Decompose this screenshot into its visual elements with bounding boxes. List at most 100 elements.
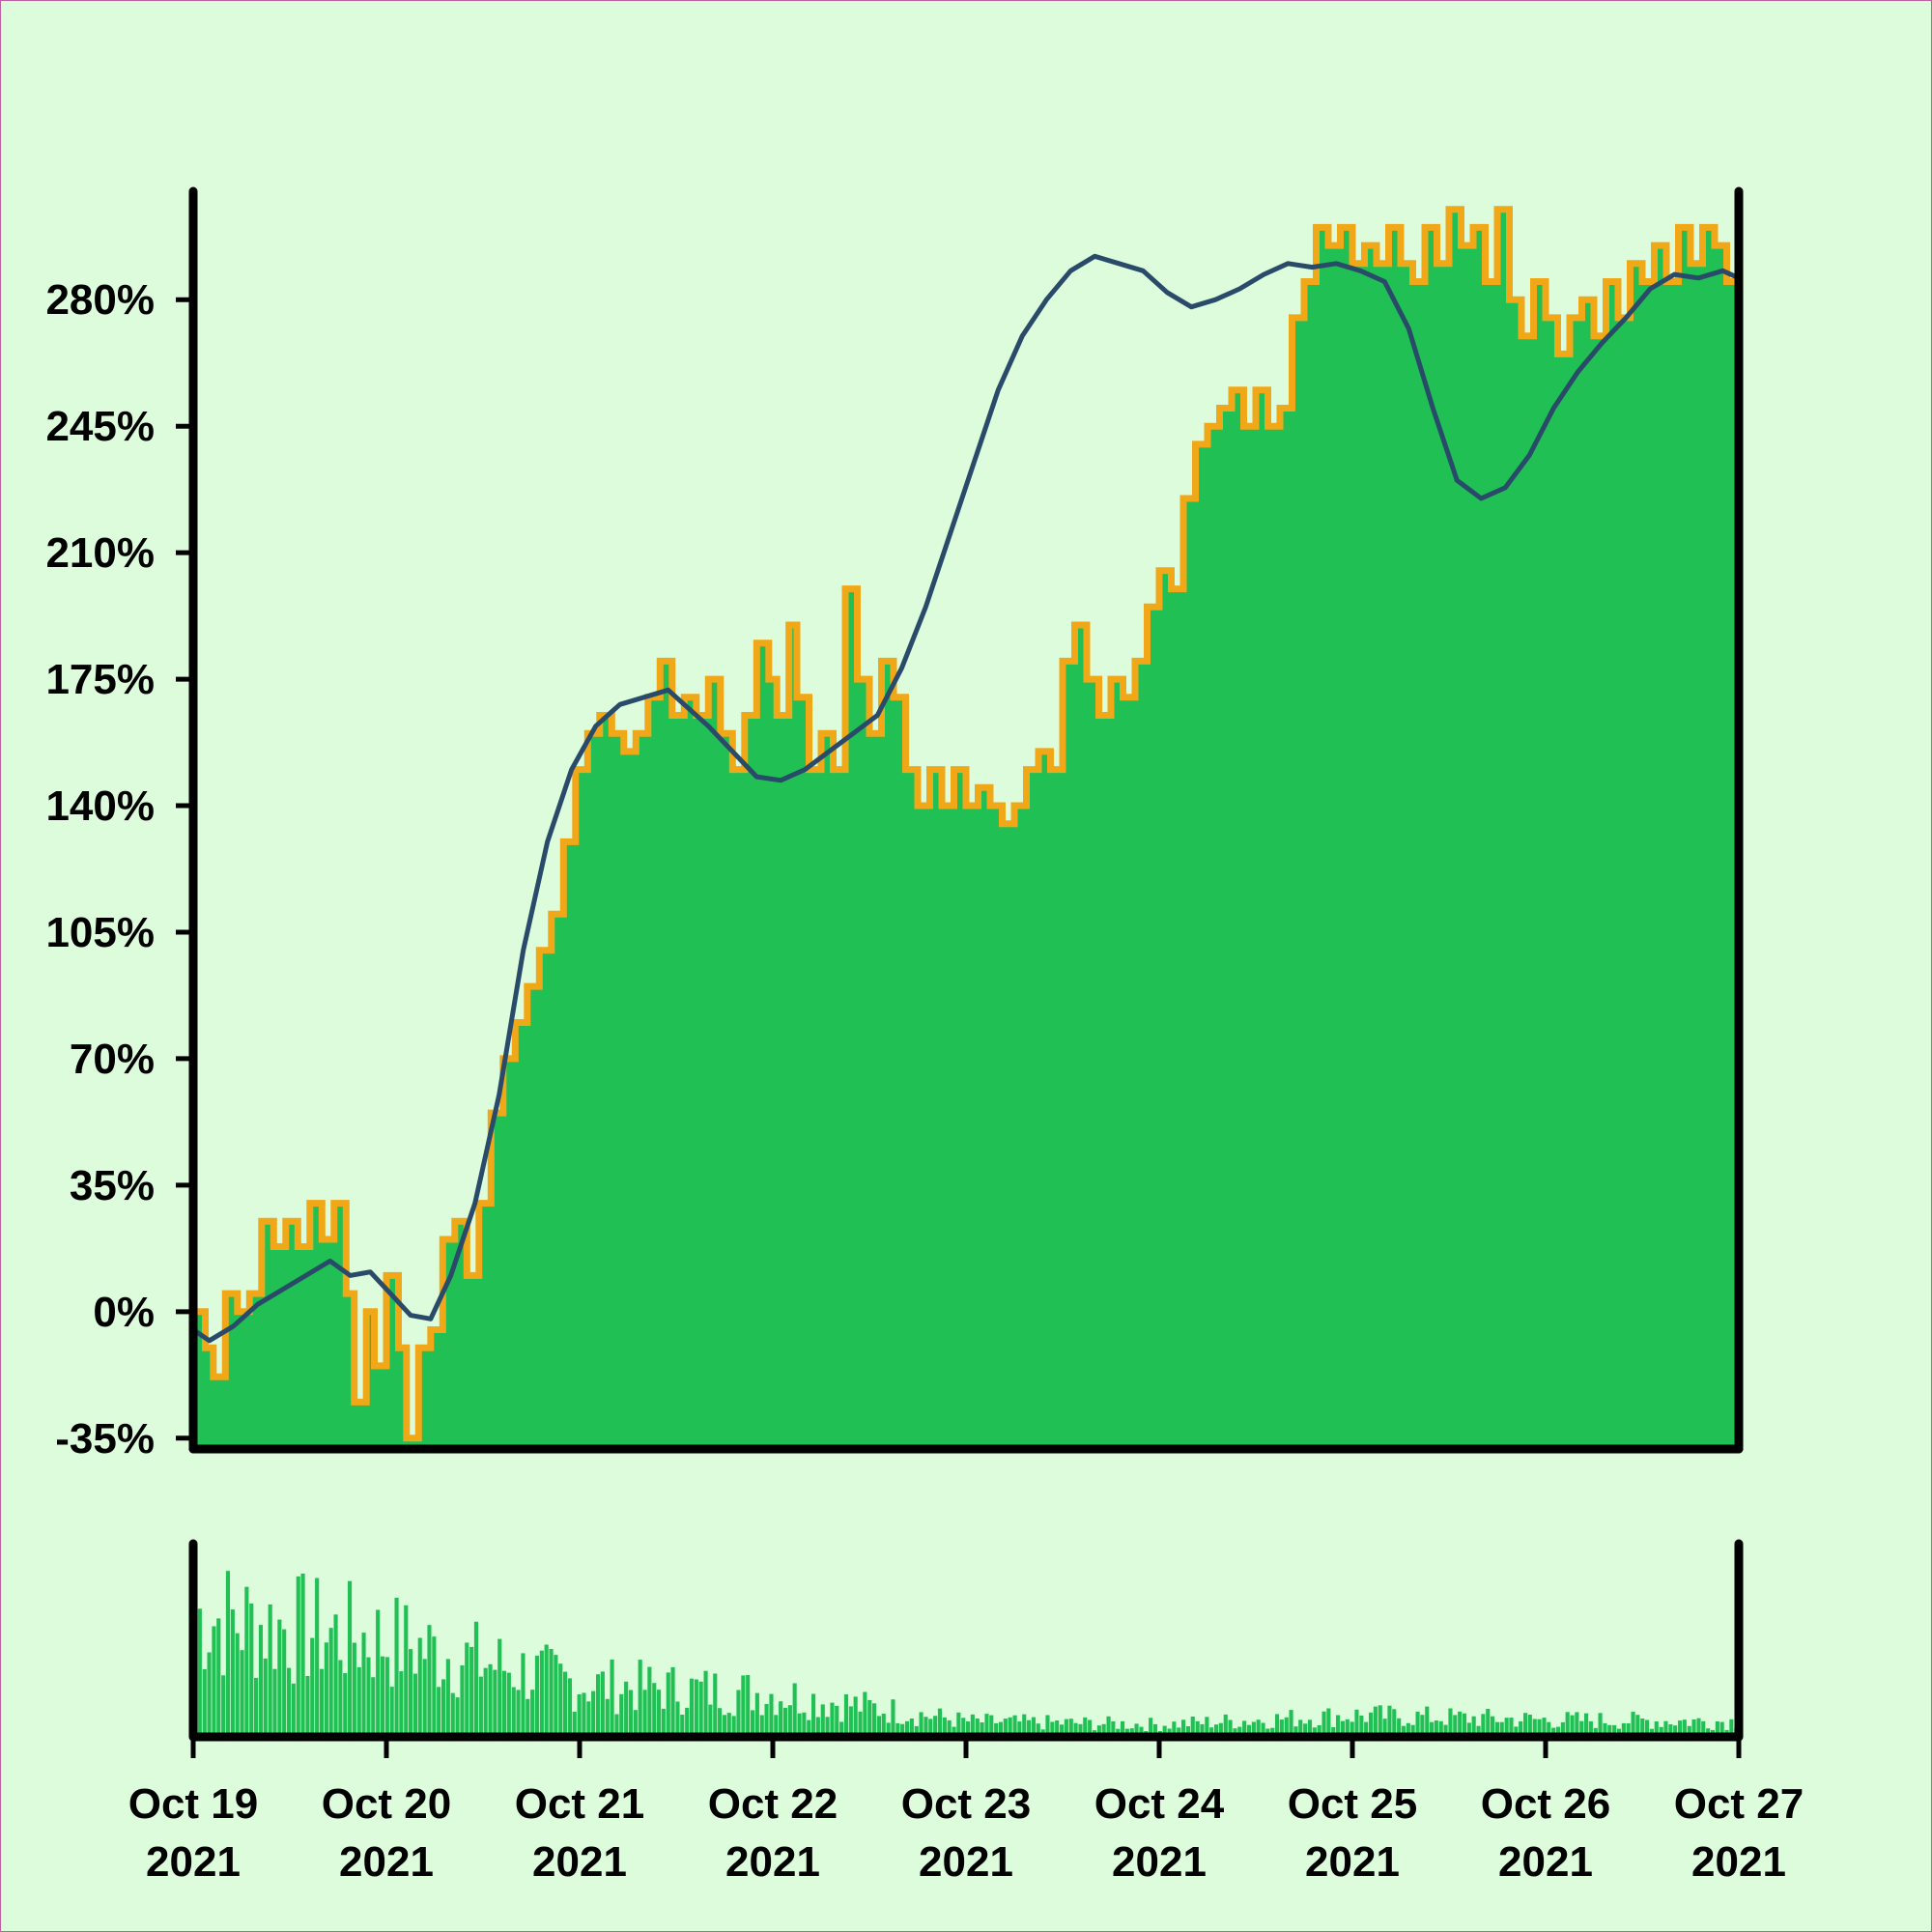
volume-bar (1551, 1727, 1556, 1737)
volume-bar (1560, 1721, 1565, 1737)
volume-bar (221, 1675, 226, 1737)
volume-bar (989, 1715, 994, 1737)
volume-bar (1200, 1723, 1205, 1737)
y-tick-label: 140% (45, 782, 155, 830)
volume-bar (1453, 1715, 1458, 1737)
volume-bar (1425, 1706, 1430, 1737)
volume-bar (956, 1712, 961, 1737)
volume-bar (1715, 1721, 1719, 1737)
volume-bar (1121, 1720, 1125, 1737)
volume-bar (1481, 1714, 1486, 1737)
volume-bar (759, 1715, 764, 1737)
volume-bar (1345, 1719, 1350, 1737)
volume-bar (1626, 1723, 1631, 1737)
volume-bar (441, 1679, 446, 1737)
volume-bar (1588, 1720, 1593, 1737)
volume-bar (633, 1710, 638, 1737)
volume-bar (675, 1701, 680, 1737)
volume-bar (1177, 1727, 1181, 1737)
volume-bar (746, 1675, 751, 1737)
volume-bar (1331, 1727, 1336, 1737)
volume-bar (657, 1690, 662, 1737)
volume-bar (1205, 1717, 1209, 1737)
volume-bar (624, 1681, 629, 1737)
y-tick-label: 175% (45, 656, 155, 703)
volume-bar (736, 1690, 741, 1737)
volume-bar (652, 1683, 657, 1737)
y-tick-label: 70% (70, 1036, 155, 1083)
y-tick-label: -35% (55, 1415, 155, 1463)
volume-bar (1696, 1718, 1701, 1737)
x-tick-label-year: 2021 (919, 1838, 1013, 1886)
volume-bar (240, 1650, 244, 1737)
volume-bar (952, 1726, 956, 1737)
volume-bar (1336, 1715, 1341, 1737)
volume-bar (863, 1691, 867, 1737)
volume-bar (1303, 1723, 1308, 1737)
volume-bar (1139, 1726, 1144, 1737)
volume-bar (427, 1625, 432, 1737)
volume-bar (815, 1717, 820, 1737)
volume-bar (853, 1696, 858, 1737)
volume-bar (1321, 1711, 1326, 1737)
volume-bar (1719, 1721, 1724, 1737)
volume-bar (1088, 1719, 1093, 1737)
volume-bar (333, 1614, 338, 1737)
volume-bar (1307, 1719, 1313, 1737)
volume-bar (1701, 1720, 1706, 1737)
x-tick-label: Oct 25 (1288, 1780, 1418, 1828)
volume-bar (797, 1713, 802, 1737)
volume-bar (970, 1714, 975, 1737)
volume-bar (1031, 1717, 1037, 1737)
volume-bar (1152, 1723, 1158, 1737)
volume-bar (296, 1576, 300, 1737)
volume-bar (722, 1715, 727, 1737)
volume-bar (563, 1671, 568, 1737)
volume-bar (1527, 1715, 1532, 1737)
volume-bar (488, 1663, 493, 1737)
volume-bar (1542, 1718, 1547, 1737)
volume-bar (751, 1710, 755, 1737)
volume-bar (638, 1660, 642, 1737)
volume-bar (703, 1670, 708, 1737)
volume-bar (619, 1693, 624, 1737)
volume-bar (1055, 1720, 1060, 1737)
volume-bar (460, 1665, 465, 1737)
volume-bar (230, 1609, 235, 1737)
volume-bar (300, 1574, 305, 1737)
price-line (193, 206, 1743, 1442)
volume-bar (1369, 1712, 1374, 1737)
volume-bar (792, 1683, 797, 1737)
volume-bar (1012, 1715, 1017, 1737)
volume-bar (1237, 1726, 1242, 1737)
volume-bar (891, 1699, 895, 1737)
x-tick-label: Oct 22 (708, 1780, 838, 1828)
volume-bar (1382, 1719, 1387, 1737)
volume-bar (1078, 1723, 1083, 1737)
volume-bar (642, 1690, 647, 1737)
volume-bar (437, 1687, 441, 1737)
volume-bar (1378, 1705, 1382, 1737)
volume-bar (1223, 1714, 1228, 1737)
volume-bar (923, 1717, 928, 1737)
x-tick-label-year: 2021 (339, 1838, 434, 1886)
volume-bar (1289, 1710, 1293, 1737)
x-tick-label-year: 2021 (1691, 1838, 1786, 1886)
volume-bar (754, 1692, 759, 1737)
volume-bar (1537, 1719, 1542, 1737)
volume-bar (764, 1704, 769, 1737)
price-area (193, 209, 1739, 1450)
volume-bar (1519, 1721, 1523, 1737)
volume-bar (1555, 1726, 1561, 1737)
volume-bar (1532, 1719, 1537, 1737)
volume-bar (1181, 1719, 1186, 1737)
volume-bar (1466, 1722, 1471, 1737)
volume-bar (1598, 1713, 1603, 1737)
volume-bar (554, 1655, 558, 1737)
volume-bar (698, 1681, 703, 1737)
volume-bar (1298, 1719, 1303, 1737)
volume-bar (647, 1666, 652, 1737)
volume-bar (600, 1671, 605, 1737)
volume-bar (399, 1671, 404, 1737)
